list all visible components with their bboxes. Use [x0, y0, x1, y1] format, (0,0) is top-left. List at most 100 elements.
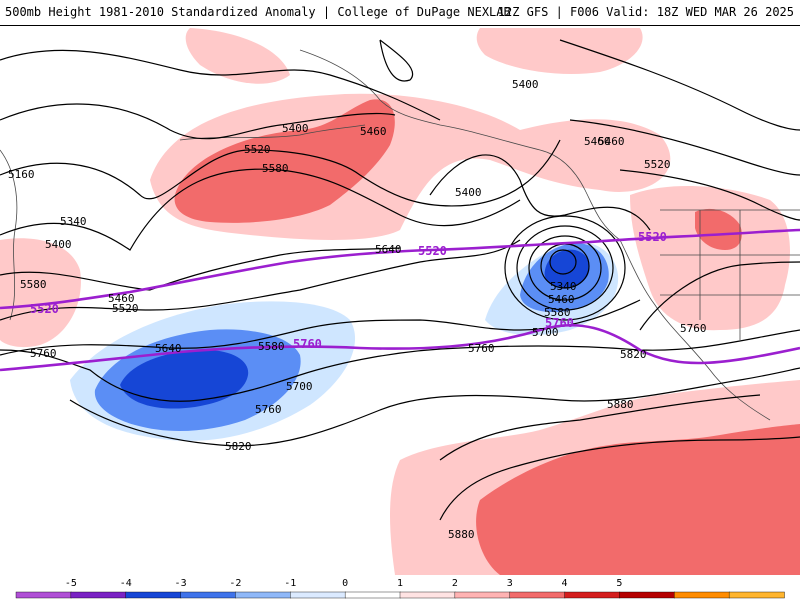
contour-label: 5880: [607, 398, 634, 411]
contour-label: 5160: [8, 168, 35, 181]
pos-anomaly-southwest-us: [630, 185, 790, 331]
purple-contour-label: 5520: [30, 302, 59, 316]
contour-label: 5760: [680, 322, 707, 335]
pos-anomaly-north-canada: [476, 28, 643, 75]
contour-label: 5520: [644, 158, 671, 171]
contour-label: 5640: [375, 243, 402, 256]
contour-line: [559, 39, 800, 131]
contour-label: 5340: [60, 215, 87, 228]
colorbar-segment: [509, 591, 566, 599]
contour-label: 5580: [544, 306, 571, 319]
colorbar-tick-label: -4: [120, 578, 132, 589]
pos-anomaly-core-aleutian: [174, 99, 395, 223]
contour-low-ring: [528, 235, 602, 301]
border-us-states: [660, 209, 800, 340]
contour-label: 5820: [225, 440, 252, 453]
pos-anomaly-west-edge: [0, 238, 81, 348]
contour-label: 5700: [286, 380, 313, 393]
purple-contours: [0, 228, 800, 372]
contour-line: [439, 394, 761, 461]
contour-line: [429, 154, 651, 231]
contour-low-ring: [504, 215, 626, 321]
colorbar-tick-label: 3: [507, 578, 513, 589]
colorbar-segment: [728, 591, 785, 599]
contour-label: 5520: [112, 302, 139, 315]
colorbar-tick-label: -2: [229, 578, 241, 589]
colorbar-tick-label: 0: [342, 578, 348, 589]
anomaly-shading: [0, 28, 800, 575]
colorbar-tick-label: 4: [562, 578, 568, 589]
contour-line: [69, 367, 800, 447]
contour-line: [0, 49, 441, 121]
colorbar-segment: [235, 591, 291, 599]
contour-label: 5400: [512, 78, 539, 91]
colorbar-segment: [125, 591, 182, 599]
contour-line: [379, 39, 414, 82]
colorbar-segment: [399, 591, 456, 599]
neg-anomaly-dark-trough: [120, 350, 249, 409]
colorbar-segment: [290, 591, 346, 599]
purple-contour-label: 5760: [545, 316, 574, 330]
colorbar-segment: [70, 591, 127, 599]
contour-label: 5640: [155, 342, 182, 355]
contour-label: 5460: [108, 292, 135, 305]
neg-anomaly-dark-low: [544, 249, 590, 288]
map-header: 500mb Height 1981-2010 Standardized Anom…: [0, 0, 800, 26]
height-contours: [0, 39, 800, 521]
contour-line: [439, 436, 800, 521]
purple-contour-label: 5520: [418, 244, 447, 258]
contour-line: [639, 261, 800, 331]
map-title: 500mb Height 1981-2010 Standardized Anom…: [5, 5, 511, 19]
contour-label: 5400: [282, 122, 309, 135]
contour-label: 5460: [360, 125, 387, 138]
colorbar-tick-label: -3: [175, 578, 187, 589]
contour-line: [0, 168, 521, 251]
colorbar-tick-label: 2: [452, 578, 458, 589]
coastline-aleutians: [179, 124, 366, 141]
contour-label: 5400: [455, 186, 482, 199]
pos-anomaly-northwest: [185, 28, 290, 84]
coastline-alaska: [299, 49, 621, 241]
contour-label: 5880: [448, 528, 475, 541]
contour-label: 5580: [258, 340, 285, 353]
contour-labels: 5400 5460 5400 5460 5520 5580 5160 5340 …: [8, 78, 707, 541]
model-run-info: 12Z GFS | F006 Valid: 18Z WED MAR 26 202…: [497, 5, 794, 19]
contour-line: [0, 139, 561, 207]
contour-line: [0, 299, 641, 356]
contour-label: 5460: [584, 135, 611, 148]
contour-label: 5460: [548, 293, 575, 306]
contour-line: [0, 103, 396, 140]
contour-line: [0, 239, 521, 321]
contour-label: 5400: [45, 238, 72, 251]
pos-anomaly-core-southwest: [695, 208, 742, 250]
contour-label: 5820: [620, 348, 647, 361]
contour-line: [569, 119, 800, 176]
colorbar: -5 -4 -3 -2 -1 0 1 2 3 4 5: [0, 575, 800, 600]
contour-line: [619, 169, 800, 221]
purple-contour-5760: [0, 323, 800, 372]
purple-labels: 5520 5520 5520 5760 5760: [30, 230, 667, 351]
coastline-west-coast: [619, 239, 771, 421]
contour-low-ring: [549, 249, 577, 275]
colorbar-segment: [674, 591, 730, 599]
purple-contour-label: 5760: [293, 337, 322, 351]
colorbar-segment: [15, 591, 72, 599]
colorbar-tick-label: 5: [616, 578, 622, 589]
purple-contour-label: 5520: [638, 230, 667, 244]
colorbar-segment: [180, 591, 237, 599]
contour-label: 5580: [20, 278, 47, 291]
contour-label: 5520: [244, 143, 271, 156]
contour-label: 5760: [468, 342, 495, 355]
contour-label: 5700: [532, 326, 559, 339]
purple-contour-5520: [0, 228, 800, 310]
contour-label: 5580: [262, 162, 289, 175]
colorbar-tick-label: -1: [284, 578, 296, 589]
contour-label: 5760: [30, 347, 57, 360]
contour-line: [0, 247, 401, 291]
contour-low-ring: [516, 225, 614, 311]
colorbar-segment: [619, 591, 675, 599]
colorbar-segment: [564, 591, 621, 599]
pos-anomaly-core-subtropics: [476, 424, 800, 575]
colorbar-tick-label: 1: [397, 578, 403, 589]
